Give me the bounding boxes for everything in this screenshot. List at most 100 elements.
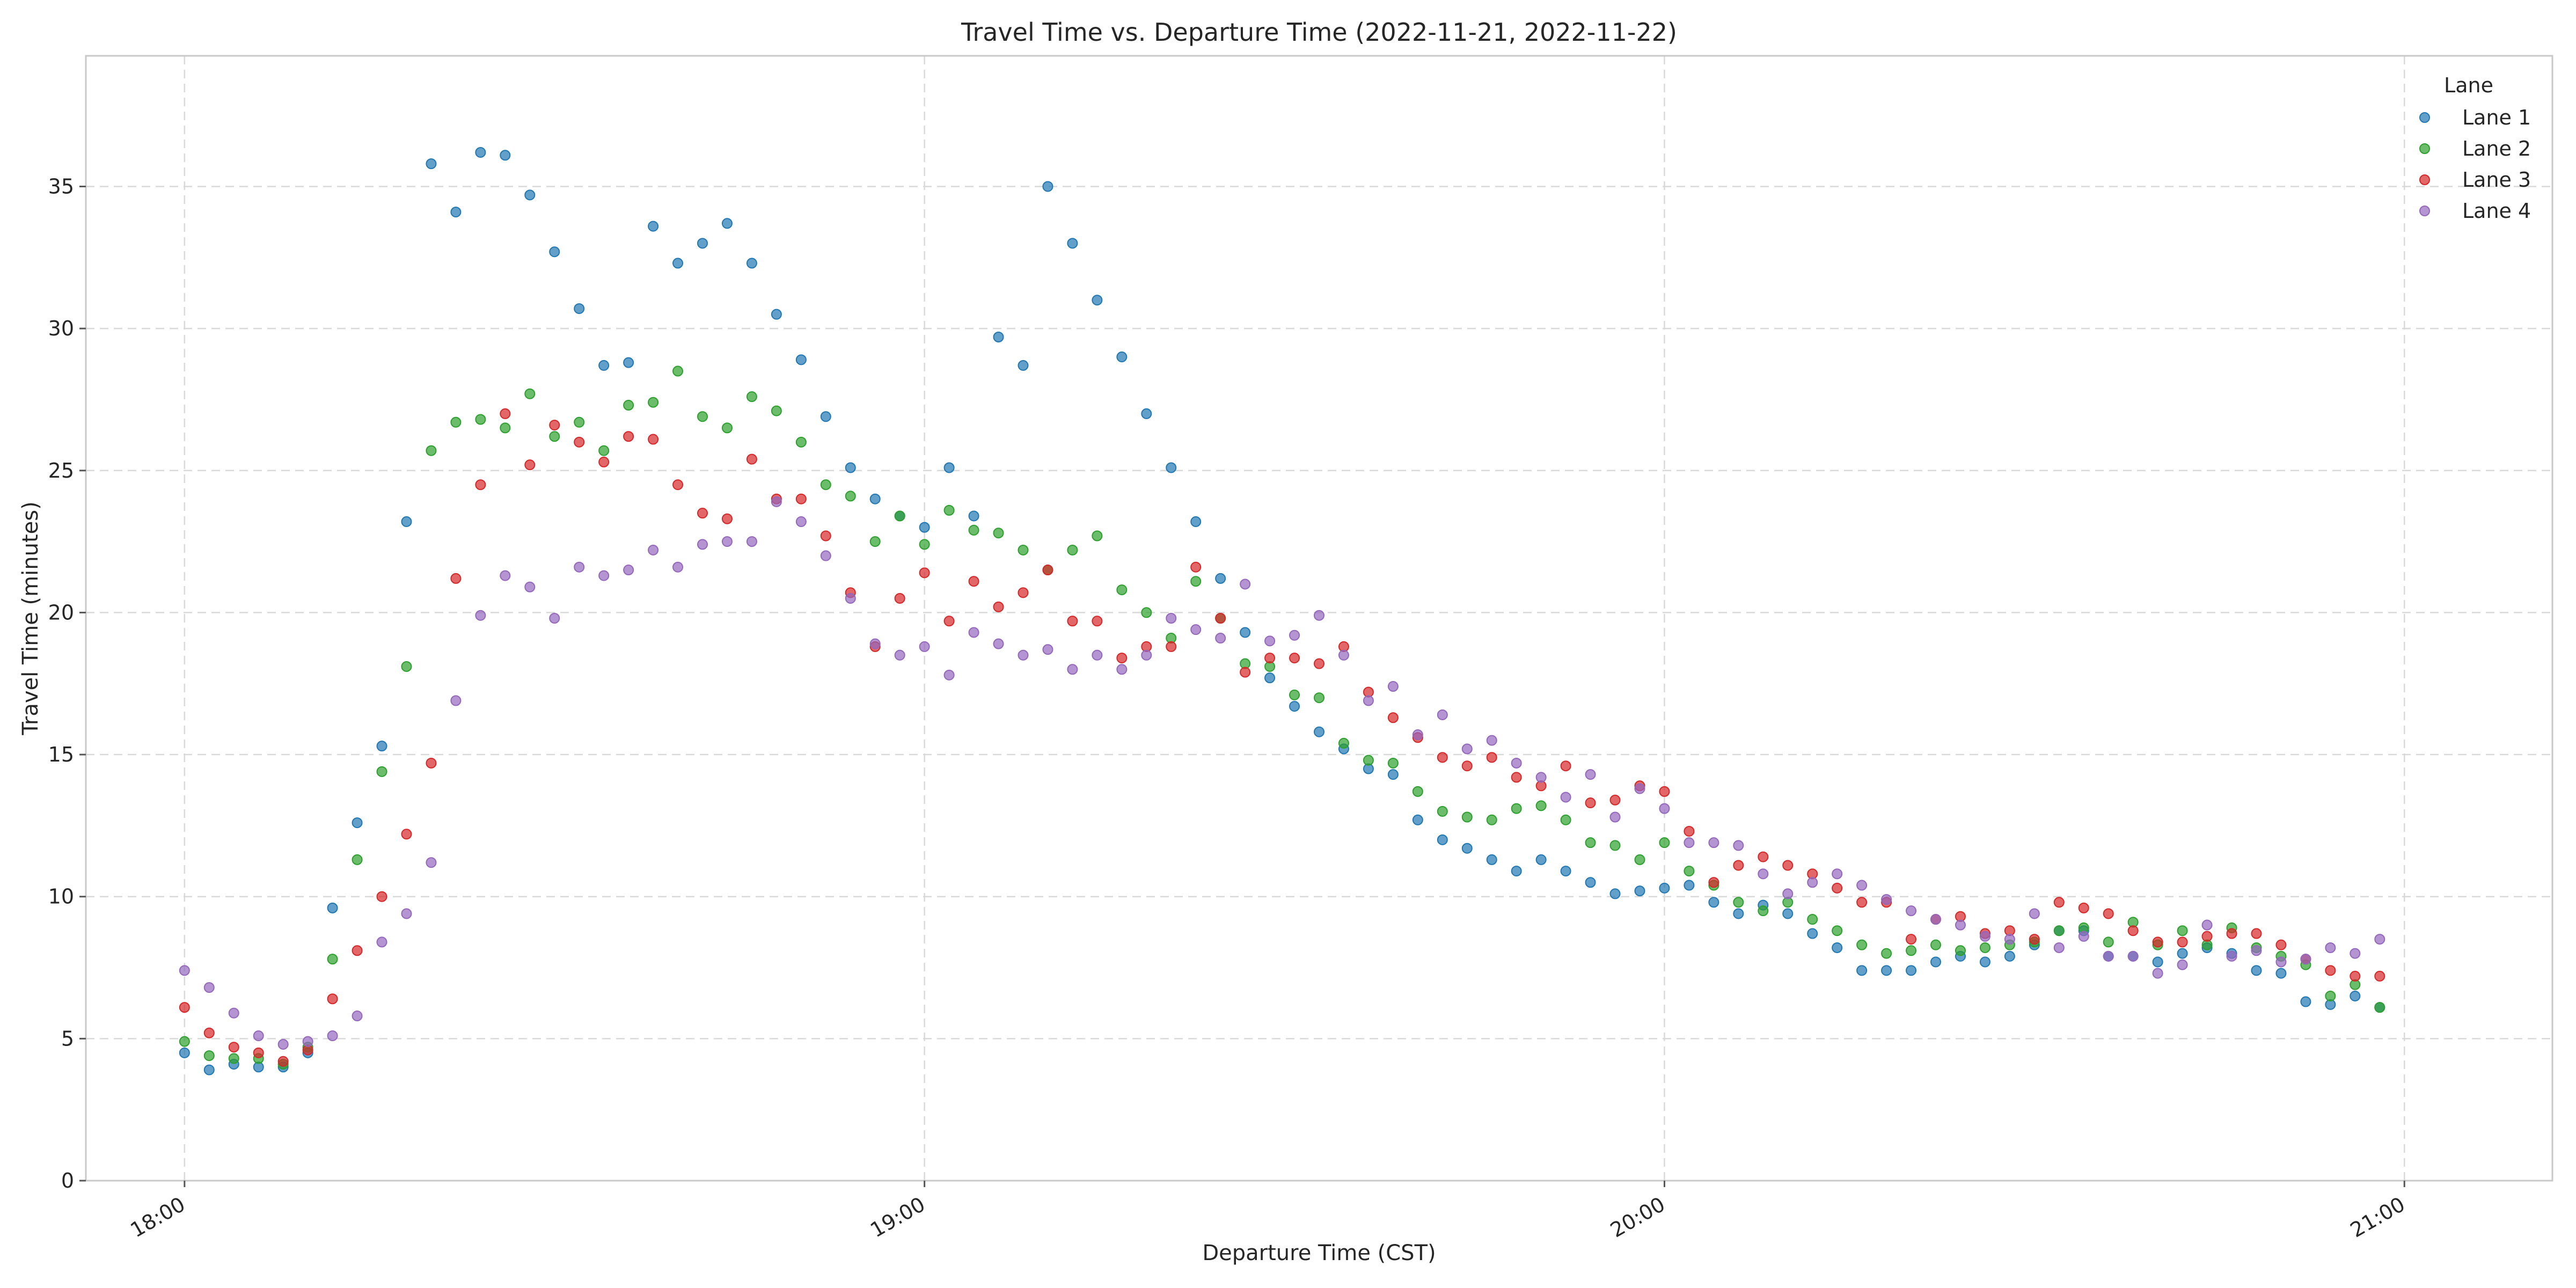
data-point-lane-1: [1486, 854, 1497, 865]
data-point-lane-3: [2201, 931, 2213, 942]
data-point-lane-4: [1906, 905, 1917, 917]
data-point-lane-1: [1930, 956, 1941, 968]
data-point-lane-2: [1314, 692, 1324, 704]
data-point-lane-1: [2177, 948, 2188, 959]
data-point-lane-4: [2350, 948, 2361, 959]
data-point-lane-2: [623, 400, 634, 411]
data-point-lane-4: [2300, 954, 2311, 965]
data-point-lane-1: [845, 462, 856, 473]
data-point-lane-2: [2103, 936, 2114, 948]
data-point-lane-2: [968, 524, 979, 536]
data-point-lane-2: [894, 510, 905, 522]
data-point-lane-3: [277, 1056, 289, 1067]
data-point-lane-3: [2177, 936, 2188, 948]
data-point-lane-3: [2029, 934, 2040, 945]
data-point-lane-3: [2103, 908, 2114, 919]
data-point-lane-4: [2078, 931, 2089, 942]
data-point-lane-3: [1832, 882, 1843, 894]
data-point-lane-4: [2127, 950, 2139, 962]
data-point-lane-1: [1733, 908, 1744, 919]
data-point-lane-1: [1289, 701, 1300, 712]
data-point-lane-1: [1387, 769, 1399, 780]
data-point-lane-4: [524, 581, 536, 592]
data-point-lane-1: [500, 150, 511, 161]
data-point-lane-2: [1190, 576, 1202, 587]
data-point-lane-4: [1758, 868, 1769, 880]
data-point-lane-2: [795, 436, 807, 448]
data-point-lane-4: [919, 641, 930, 652]
data-point-lane-2: [2177, 925, 2188, 936]
data-point-lane-2: [869, 536, 881, 547]
data-point-lane-4: [574, 561, 585, 573]
data-point-lane-2: [1067, 544, 1078, 555]
data-point-lane-2: [697, 411, 708, 422]
data-point-lane-1: [697, 238, 708, 249]
data-point-lane-4: [1511, 757, 1522, 769]
data-point-lane-3: [179, 1002, 190, 1013]
y-tick-label: 20: [48, 601, 74, 624]
data-point-lane-4: [2275, 956, 2287, 968]
data-point-lane-3: [919, 567, 930, 579]
data-point-lane-3: [2251, 928, 2262, 939]
data-point-lane-4: [1116, 664, 1128, 675]
data-point-lane-3: [574, 436, 585, 448]
legend-label-lane-1: Lane 1: [2462, 106, 2531, 129]
data-point-lane-3: [203, 1027, 215, 1038]
data-point-lane-4: [1166, 613, 1177, 624]
data-point-lane-4: [2374, 934, 2385, 945]
data-point-lane-1: [1240, 627, 1251, 638]
data-point-lane-1: [574, 303, 585, 314]
data-point-lane-2: [1979, 942, 1990, 953]
legend-marker-lane-4: [2419, 206, 2430, 216]
data-point-lane-3: [672, 479, 684, 491]
data-point-lane-3: [820, 530, 831, 541]
legend-marker-lane-1: [2419, 112, 2430, 123]
data-point-lane-2: [500, 422, 511, 434]
data-point-lane-3: [352, 945, 363, 956]
data-point-lane-2: [771, 405, 782, 416]
data-point-lane-4: [2152, 968, 2163, 979]
data-point-lane-2: [1832, 925, 1843, 936]
data-point-lane-1: [771, 309, 782, 320]
data-points: [179, 147, 2385, 1075]
data-point-lane-3: [1314, 658, 1324, 669]
data-point-lane-3: [1092, 616, 1103, 627]
data-point-lane-1: [1535, 854, 1547, 865]
data-point-lane-2: [1018, 544, 1029, 555]
data-point-lane-4: [1585, 769, 1596, 780]
data-point-lane-2: [1659, 837, 1670, 848]
data-point-lane-3: [2350, 970, 2361, 982]
data-point-lane-4: [352, 1011, 363, 1022]
data-point-lane-3: [2053, 897, 2065, 908]
data-point-lane-4: [1190, 624, 1202, 635]
data-point-lane-3: [2127, 925, 2139, 936]
data-point-lane-1: [1461, 843, 1473, 854]
data-point-lane-4: [968, 627, 979, 638]
legend-label-lane-3: Lane 3: [2462, 168, 2531, 192]
data-point-lane-4: [721, 536, 733, 547]
data-point-lane-4: [1264, 635, 1276, 647]
data-point-lane-3: [549, 420, 560, 431]
data-point-lane-1: [401, 516, 412, 528]
data-point-lane-1: [2004, 950, 2015, 962]
data-point-lane-4: [746, 536, 757, 547]
data-point-lane-4: [2251, 945, 2262, 956]
data-point-lane-1: [1264, 672, 1276, 684]
data-point-lane-1: [820, 411, 831, 422]
data-point-lane-4: [1979, 931, 1990, 942]
data-point-lane-2: [993, 528, 1004, 539]
data-point-lane-3: [1708, 877, 1719, 888]
data-point-lane-4: [845, 592, 856, 604]
data-point-lane-1: [1906, 965, 1917, 976]
data-point-lane-1: [1190, 516, 1202, 528]
data-point-lane-3: [1215, 613, 1226, 624]
data-point-lane-3: [1733, 860, 1744, 871]
y-tick-label: 25: [48, 459, 74, 482]
data-point-lane-3: [697, 508, 708, 519]
data-point-lane-3: [450, 573, 462, 584]
data-point-lane-2: [376, 766, 387, 777]
data-point-lane-3: [524, 459, 536, 471]
data-point-lane-4: [1733, 840, 1744, 851]
data-point-lane-2: [1856, 939, 1868, 950]
